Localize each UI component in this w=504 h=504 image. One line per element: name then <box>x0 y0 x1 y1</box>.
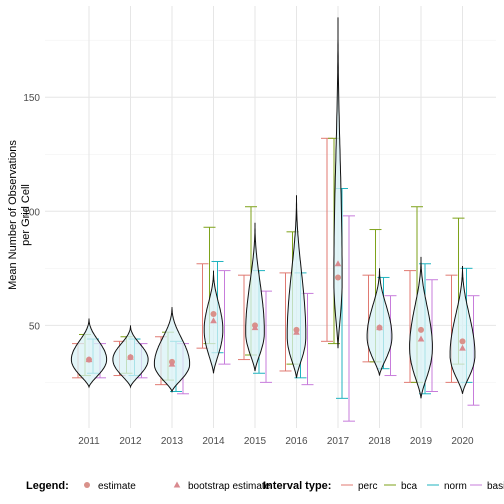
estimate-points <box>85 260 466 367</box>
violin-2013 <box>153 307 191 393</box>
bootstrap-estimate-point <box>168 360 176 367</box>
bootstrap-estimate-point <box>459 344 466 351</box>
legend-bootstrap-swatch <box>173 481 181 488</box>
y-axis-label-line-1: Mean Number of Observations <box>7 140 19 290</box>
violin-2020 <box>449 266 476 394</box>
x-tick-label: 2019 <box>410 436 433 447</box>
x-tick-label: 2013 <box>161 436 184 447</box>
bootstrap-estimate-point <box>417 335 425 342</box>
violin-2017 <box>333 17 343 349</box>
legend-norm-label: norm <box>444 481 467 492</box>
estimate-point <box>210 310 217 317</box>
estimate-point <box>335 274 341 281</box>
interval-perc <box>321 137 333 342</box>
violin-2011 <box>70 318 108 389</box>
bootstrap-estimate-point <box>127 353 134 360</box>
axes: 50 100 150 2011 2012 2013 2014 2015 2016 2017 2018… <box>23 93 474 447</box>
x-tick-label: 2016 <box>285 436 308 447</box>
interval-perc <box>238 274 250 361</box>
violin-2016 <box>286 195 307 378</box>
legend-bca-label: bca <box>401 481 418 492</box>
x-tick-label: 2012 <box>119 436 142 447</box>
x-tick-label: 2020 <box>451 436 474 447</box>
legend-estimate-swatch <box>84 482 90 488</box>
interval-perc <box>279 272 292 372</box>
legend-estimate-label: estimate <box>98 481 136 492</box>
y-tick-label: 50 <box>29 321 41 332</box>
x-tick-label: 2014 <box>202 436 225 447</box>
legend-interval-title: Interval type: <box>263 480 331 492</box>
y-tick-label: 100 <box>23 207 40 218</box>
bootstrap-estimate-point <box>210 317 217 324</box>
violin-2018 <box>366 268 393 376</box>
y-axis-label-line-2: per Grid Cell <box>20 184 32 246</box>
interval-basic <box>343 215 355 422</box>
bootstrap-estimate-point <box>251 324 259 331</box>
legend-title: Legend: <box>26 480 69 492</box>
x-tick-label: 2011 <box>78 436 100 447</box>
estimate-point <box>418 326 424 333</box>
x-tick-label: 2017 <box>327 436 350 447</box>
legend-perc-label: perc <box>358 481 377 492</box>
legend-basic-label: basic <box>487 481 504 492</box>
bootstrap-estimate-point <box>293 328 300 335</box>
interval-basic <box>260 290 272 383</box>
violin-2015 <box>245 222 265 372</box>
x-tick-label: 2018 <box>368 436 391 447</box>
legend-bootstrap-label: bootstrap estimate <box>188 481 271 492</box>
interval-basic <box>218 270 231 365</box>
bootstrap-estimate-point <box>334 260 342 267</box>
violins <box>70 17 476 399</box>
y-tick-label: 150 <box>23 93 40 104</box>
bootstrap-estimate-point <box>85 356 93 363</box>
bootstrap-estimate-point <box>376 324 383 331</box>
estimate-point <box>459 338 466 345</box>
x-tick-label: 2015 <box>244 436 267 447</box>
legend: Legend: Interval type: estimate bootstrap… <box>26 480 504 492</box>
